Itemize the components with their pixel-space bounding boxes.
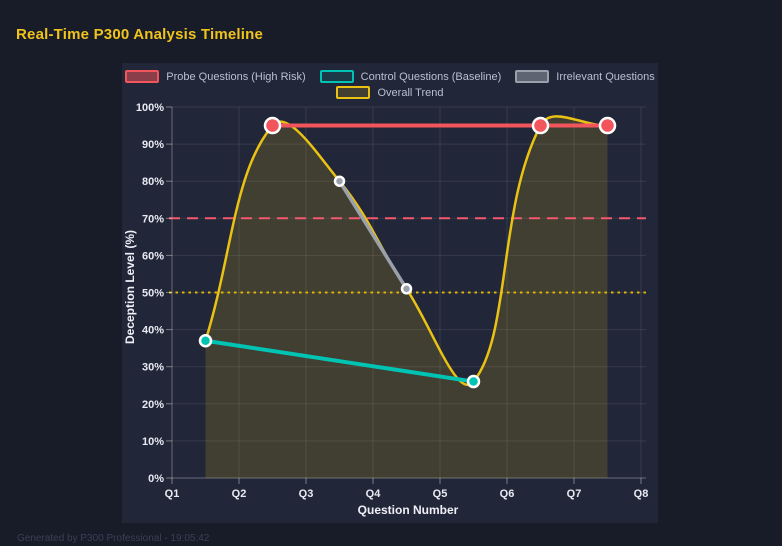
y-tick-label: 50%: [142, 288, 164, 300]
series-line-1: [203, 338, 476, 384]
legend-item-trend[interactable]: Overall Trend: [336, 86, 444, 99]
data-point[interactable]: [400, 283, 413, 295]
trend-swatch-icon: [336, 86, 371, 99]
timeline-chart: Q1 Q2 Q3 Q4 Q5 Q6 Q7 Q8 0% 10% 20% 30% 40% 50% 60% 70% 8…: [123, 102, 648, 517]
x-tick-label: Q3: [299, 488, 314, 500]
footer-note: Generated by P300 Professional - 19:05:4…: [17, 533, 210, 544]
legend-label: Irrelevant Questions: [556, 70, 655, 83]
chart-legend: Probe Questions (High Risk) Control Ques…: [122, 70, 658, 99]
x-tick-label: Q6: [500, 488, 515, 500]
y-tick-label: 60%: [142, 250, 164, 262]
probe-swatch-icon: [125, 70, 160, 83]
series-line-2: [337, 179, 409, 291]
y-tick-label: 10%: [142, 436, 164, 448]
y-tick-label: 90%: [142, 139, 164, 151]
trend-area-fill: [205, 116, 608, 478]
data-point[interactable]: [531, 116, 550, 135]
legend-row-1: Probe Questions (High Risk) Control Ques…: [125, 70, 655, 83]
y-tick-label: 100%: [136, 102, 164, 114]
data-point[interactable]: [598, 116, 617, 135]
legend-label: Probe Questions (High Risk): [166, 70, 306, 83]
control-swatch-icon: [319, 70, 354, 83]
legend-item-irrelevant[interactable]: Irrelevant Questions: [515, 70, 655, 83]
x-tick-label: Q7: [567, 488, 582, 500]
irrelevant-swatch-icon: [515, 70, 550, 83]
legend-label: Control Questions (Baseline): [360, 70, 502, 83]
x-tick-label: Q1: [165, 488, 180, 500]
y-tick-label: 30%: [142, 362, 164, 374]
x-tick-label: Q4: [366, 488, 382, 500]
chart-panel: Q1 Q2 Q3 Q4 Q5 Q6 Q7 Q8 0% 10% 20% 30% 40% 50% 60% 70% 8…: [122, 63, 658, 523]
x-tick-label: Q2: [232, 488, 247, 500]
legend-row-2: Overall Trend: [336, 86, 444, 99]
data-point[interactable]: [333, 175, 346, 187]
data-point[interactable]: [198, 333, 213, 348]
y-axis-title: Deception Level (%): [123, 230, 137, 344]
x-tick-label: Q8: [634, 488, 649, 500]
x-axis-title: Question Number: [358, 503, 459, 517]
y-tick-label: 20%: [142, 399, 164, 411]
y-tick-label: 70%: [142, 213, 164, 225]
y-tick-label: 40%: [142, 325, 164, 337]
y-tick-label: 0%: [148, 473, 164, 485]
data-point[interactable]: [466, 374, 481, 389]
y-tick-label: 80%: [142, 176, 164, 188]
x-tick-label: Q5: [433, 488, 448, 500]
axis-labels: Q1 Q2 Q3 Q4 Q5 Q6 Q7 Q8 0% 10% 20% 30% 40% 50% 60% 70% 8…: [123, 102, 648, 517]
data-point[interactable]: [263, 116, 282, 135]
page-title: Real-Time P300 Analysis Timeline: [16, 26, 264, 43]
legend-item-control[interactable]: Control Questions (Baseline): [319, 70, 502, 83]
legend-item-probe[interactable]: Probe Questions (High Risk): [125, 70, 306, 83]
legend-label: Overall Trend: [377, 86, 444, 99]
